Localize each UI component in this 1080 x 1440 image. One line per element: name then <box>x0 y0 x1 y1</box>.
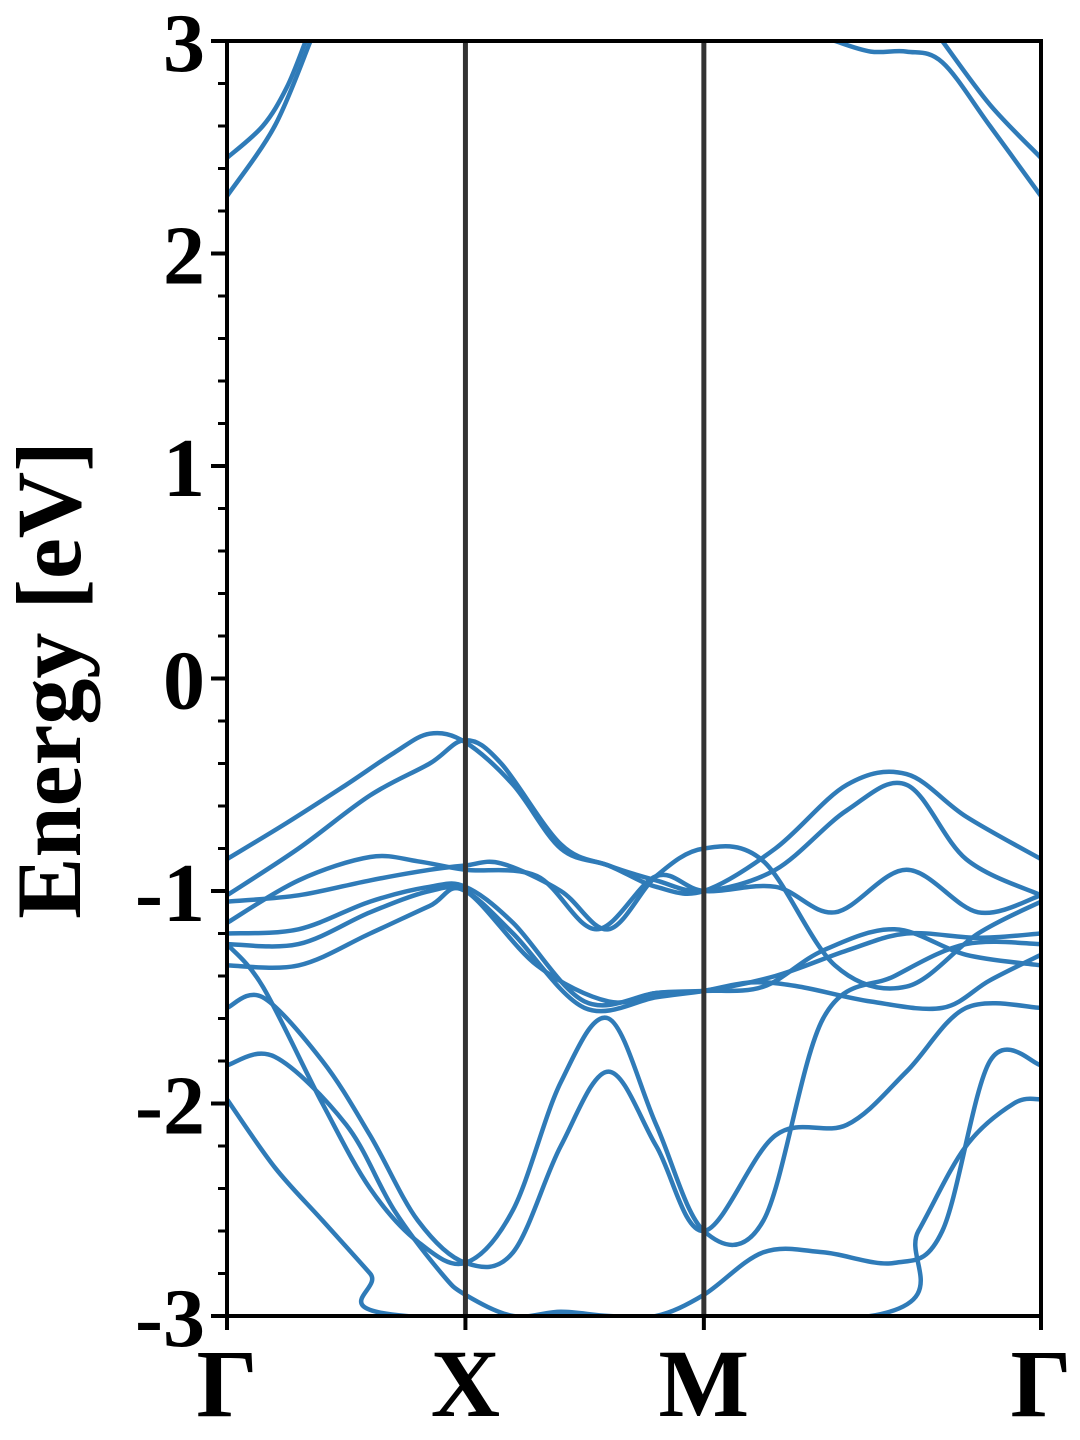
band-line-12 <box>227 41 313 199</box>
band-line-3 <box>227 853 1041 932</box>
band-line-11 <box>227 1096 1041 1316</box>
y-tick-label: 1 <box>163 422 205 515</box>
band-line-4 <box>227 844 1041 991</box>
y-axis-label: Energy [eV] <box>0 441 100 919</box>
y-tick-label: -3 <box>135 1272 205 1365</box>
band-line-2 <box>227 737 1041 898</box>
high-symmetry-lines <box>462 41 707 1316</box>
band-line-1 <box>227 730 1041 896</box>
band-line-7 <box>227 885 1041 1005</box>
band-line-6 <box>227 884 1041 1014</box>
x-tick-label-M: M <box>659 1330 750 1437</box>
y-axis-ticks: -3 -2 -1 0 1 2 3 <box>135 0 227 1365</box>
bands-layer <box>227 41 1041 1316</box>
y-tick-label: -1 <box>135 847 205 940</box>
x-tick-label-Γ: Γ <box>1010 1330 1071 1437</box>
x-tick-label-X: X <box>431 1330 500 1437</box>
band-line-14 <box>832 41 1041 199</box>
y-tick-label: 3 <box>163 0 205 90</box>
band-line-13 <box>227 41 308 161</box>
band-line-9 <box>227 992 1041 1270</box>
plot-border <box>225 39 1043 1318</box>
band-line-10 <box>227 1047 1041 1316</box>
y-tick-label: 2 <box>163 210 205 303</box>
plot-frame <box>225 39 1043 1318</box>
band-line-15 <box>940 41 1041 161</box>
x-tick-label-Γ: Γ <box>196 1330 257 1437</box>
y-tick-label: -2 <box>135 1060 205 1153</box>
y-tick-label: 0 <box>163 635 205 728</box>
band-line-8 <box>227 939 1041 1267</box>
